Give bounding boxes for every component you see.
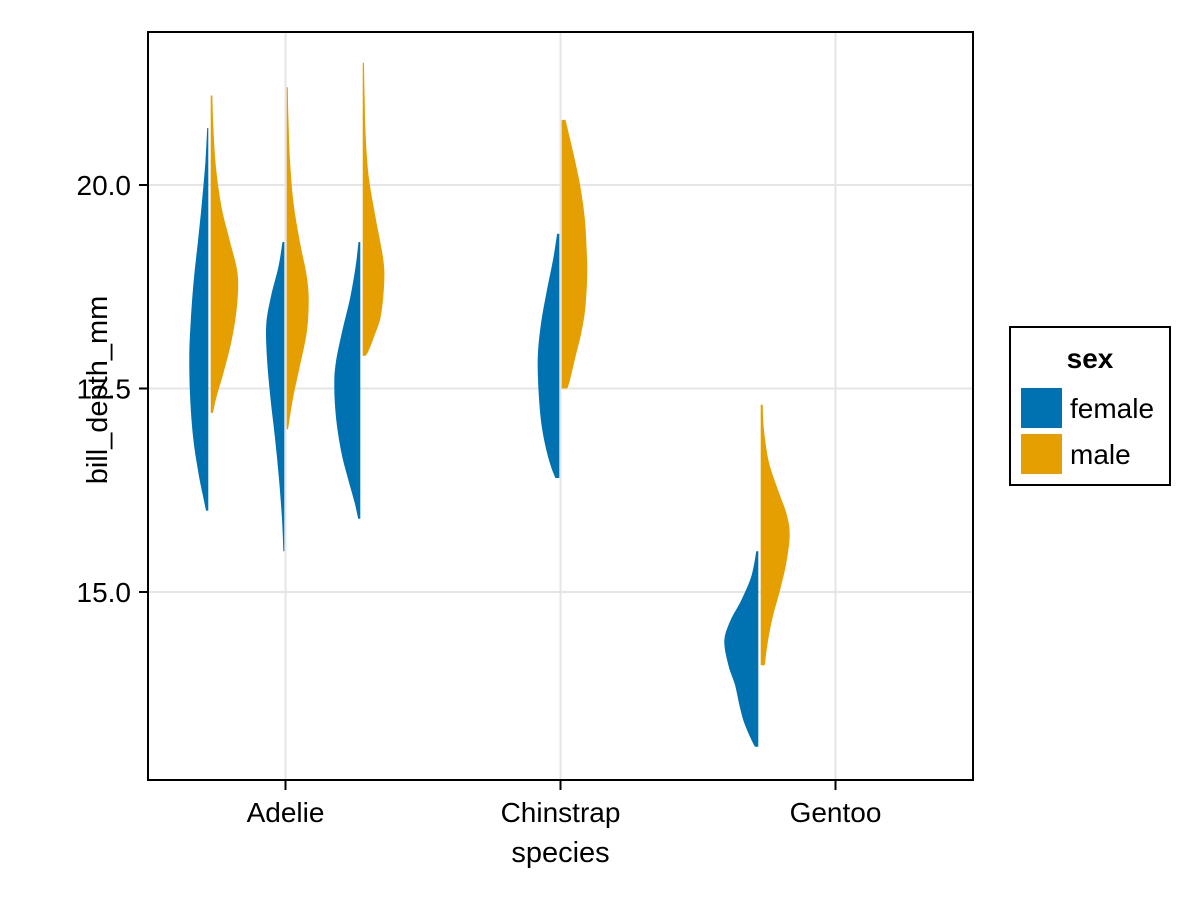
violin-adelie-0-female — [189, 128, 209, 511]
y-ticks: 20.0 17.5 15.0 — [77, 170, 147, 608]
violin-chinstrap-0-male — [561, 119, 588, 389]
y-axis-title: bill_depth_mm — [82, 296, 114, 485]
violin-adelie-2-male — [362, 62, 385, 356]
violin-chinstrap-0-female — [537, 233, 560, 478]
legend-title: sex — [1067, 343, 1114, 374]
legend-swatch-male — [1021, 434, 1062, 474]
legend-swatch-female — [1021, 388, 1062, 428]
x-tick-label: Adelie — [247, 797, 325, 828]
violin-gentoo-0-female — [724, 551, 759, 747]
violin-adelie-0-male — [210, 95, 239, 413]
y-tick-label: 15.0 — [77, 577, 132, 608]
gridlines — [148, 32, 973, 780]
y-tick-label: 20.0 — [77, 170, 132, 201]
violin-adelie-1-female — [265, 242, 285, 552]
legend-item-label-male: male — [1070, 439, 1131, 470]
violin-gentoo-0-male — [760, 404, 790, 666]
legend: sex female male — [1009, 326, 1171, 486]
violins — [189, 62, 790, 747]
x-ticks: Adelie Chinstrap Gentoo — [247, 781, 882, 828]
panel-border — [147, 31, 974, 781]
y-axis: 20.0 17.5 15.0 bill_depth_mm — [77, 170, 147, 608]
x-axis-title: species — [511, 837, 609, 869]
violin-adelie-1-male — [286, 87, 309, 430]
violin-adelie-2-female — [334, 242, 361, 519]
legend-item-label-female: female — [1070, 393, 1154, 424]
x-axis: Adelie Chinstrap Gentoo species — [247, 781, 882, 869]
y-tick-label: 17.5 — [77, 374, 132, 405]
x-tick-label: Chinstrap — [501, 797, 621, 828]
legend-items: female male — [1021, 388, 1154, 474]
x-tick-label: Gentoo — [790, 797, 882, 828]
